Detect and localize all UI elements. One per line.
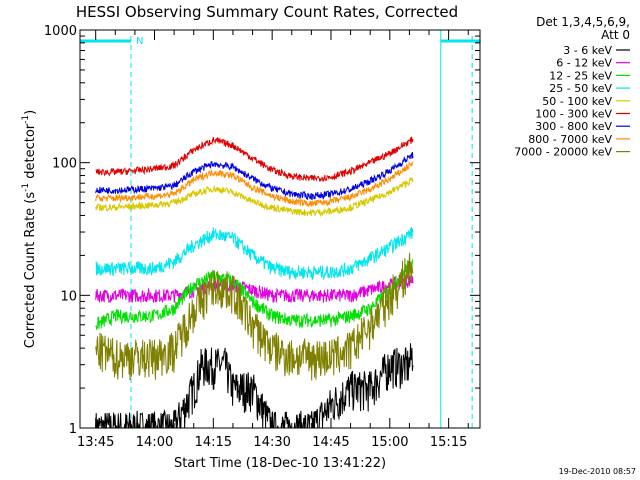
series-line-7 [95, 160, 414, 208]
timestamp: 19-Dec-2010 08:57 [559, 467, 636, 476]
series-group [95, 136, 414, 430]
series-line-8 [95, 252, 414, 381]
legend-item-label: 50 - 100 keV [542, 95, 612, 108]
plot-frame [79, 29, 481, 429]
x-tick-label: 15:15 [430, 435, 467, 450]
legend-item-label: 6 - 12 keV [556, 57, 612, 70]
y-axis-label-sup2: -1 [21, 115, 31, 124]
series-line-6 [95, 152, 414, 201]
series-line-3 [95, 226, 414, 281]
legend-item-label: 800 - 7000 keV [528, 133, 612, 146]
y-tick-label: 1000 [44, 24, 77, 39]
x-axis-label: Start Time (18-Dec-10 13:41:22) [174, 456, 386, 471]
series-line-2 [95, 258, 414, 331]
x-tick-label: 13:45 [77, 435, 114, 450]
legend-header-2: Att 0 [601, 28, 630, 42]
night-label: N [136, 36, 143, 47]
y-tick-label: 10 [60, 289, 77, 304]
x-tick-label: 14:30 [253, 435, 290, 450]
legend-header-1: Det 1,3,4,5,6,9, [536, 15, 630, 29]
series-line-4 [95, 176, 414, 218]
legend-item-label: 300 - 800 keV [535, 120, 612, 133]
x-axis: 13:45 14:00 14:15 14:30 14:45 15:00 15:15 [77, 30, 469, 450]
plot-area: N [79, 30, 481, 430]
series-line-5 [95, 136, 414, 182]
y-tick-label: 100 [52, 157, 77, 172]
y-axis-label-sup1: -1 [21, 183, 31, 192]
legend-item-label: 3 - 6 keV [563, 44, 612, 57]
y-axis: 1 10 100 1000 [44, 24, 480, 437]
legend-item-label: 7000 - 20000 keV [514, 146, 612, 159]
x-tick-label: 14:00 [136, 435, 173, 450]
y-axis-label-end: ) [23, 110, 38, 115]
legend-item-label: 12 - 25 keV [549, 69, 612, 82]
x-tick-label: 14:15 [195, 435, 232, 450]
chart-title: HESSI Observing Summary Count Rates, Cor… [76, 3, 458, 21]
legend-item-label: 100 - 300 keV [535, 108, 612, 121]
legend-item-label: 25 - 50 keV [549, 82, 612, 95]
series-line-0 [95, 343, 414, 430]
series-line-1 [95, 275, 414, 304]
y-axis-label-main: Corrected Count Rate (s [23, 192, 38, 349]
y-axis-label-mid: detector [23, 123, 38, 183]
x-tick-label: 15:00 [371, 435, 408, 450]
y-axis-label: Corrected Count Rate (s-1 detector-1) [21, 110, 38, 348]
y-tick-label: 1 [69, 422, 77, 437]
x-tick-label: 14:45 [312, 435, 349, 450]
